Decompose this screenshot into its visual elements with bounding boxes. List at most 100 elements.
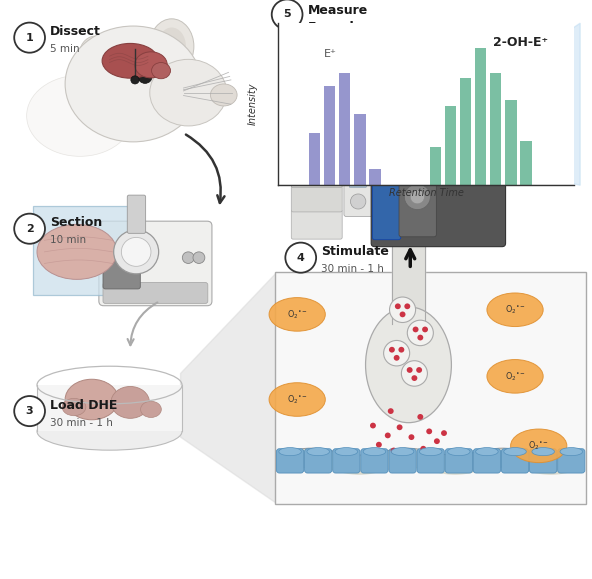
Circle shape [114, 230, 159, 274]
Bar [354, 114, 365, 185]
Text: 4: 4 [297, 252, 305, 263]
Polygon shape [398, 23, 580, 185]
Ellipse shape [510, 429, 567, 463]
Circle shape [388, 408, 394, 414]
Bar [430, 147, 441, 185]
FancyBboxPatch shape [127, 195, 146, 233]
Text: 2: 2 [25, 223, 34, 234]
Bar [475, 48, 487, 185]
FancyBboxPatch shape [33, 206, 136, 295]
Ellipse shape [391, 448, 414, 456]
Ellipse shape [135, 52, 168, 78]
Circle shape [390, 297, 416, 323]
Circle shape [350, 194, 366, 209]
Ellipse shape [335, 448, 358, 456]
FancyBboxPatch shape [417, 449, 445, 473]
FancyBboxPatch shape [291, 161, 342, 188]
Polygon shape [37, 385, 182, 431]
Circle shape [426, 428, 432, 434]
FancyBboxPatch shape [103, 261, 140, 289]
FancyBboxPatch shape [305, 449, 332, 473]
Ellipse shape [419, 448, 442, 456]
Ellipse shape [487, 360, 543, 393]
Circle shape [416, 367, 422, 373]
Circle shape [395, 303, 401, 309]
Ellipse shape [111, 387, 150, 418]
Ellipse shape [141, 401, 162, 417]
FancyBboxPatch shape [275, 272, 586, 504]
Ellipse shape [363, 448, 386, 456]
Ellipse shape [65, 26, 201, 142]
Circle shape [410, 190, 424, 204]
Circle shape [14, 214, 45, 244]
Bar [339, 72, 350, 185]
Ellipse shape [365, 307, 451, 423]
FancyBboxPatch shape [103, 283, 208, 303]
FancyBboxPatch shape [291, 93, 342, 117]
Text: 5: 5 [284, 9, 291, 20]
FancyBboxPatch shape [399, 154, 436, 237]
Circle shape [407, 320, 433, 346]
FancyBboxPatch shape [558, 449, 585, 473]
Text: 10 min: 10 min [50, 235, 86, 245]
Circle shape [417, 414, 423, 420]
FancyBboxPatch shape [530, 449, 556, 473]
Text: O$_2$$^{\bullet-}$: O$_2$$^{\bullet-}$ [287, 393, 308, 406]
FancyBboxPatch shape [291, 185, 342, 212]
Ellipse shape [532, 448, 555, 456]
Bar [445, 105, 456, 185]
Bar [520, 141, 532, 185]
FancyBboxPatch shape [501, 449, 529, 473]
Text: 2-OH-E⁺: 2-OH-E⁺ [308, 39, 363, 52]
FancyBboxPatch shape [99, 221, 212, 306]
Bar [369, 169, 381, 185]
Circle shape [411, 375, 417, 381]
FancyBboxPatch shape [291, 115, 342, 140]
Text: 1: 1 [25, 32, 34, 43]
FancyBboxPatch shape [371, 144, 506, 247]
Ellipse shape [504, 448, 526, 456]
Text: O$_2$$^{\bullet-}$: O$_2$$^{\bullet-}$ [287, 308, 308, 321]
Ellipse shape [448, 448, 470, 456]
FancyBboxPatch shape [291, 138, 342, 163]
Polygon shape [181, 272, 277, 504]
Ellipse shape [307, 448, 330, 456]
Circle shape [408, 434, 414, 440]
Circle shape [121, 237, 151, 266]
Y-axis label: Intensity: Intensity [247, 83, 258, 126]
Circle shape [434, 438, 440, 444]
Text: Measure: Measure [308, 4, 368, 17]
FancyBboxPatch shape [297, 69, 307, 94]
Ellipse shape [560, 448, 583, 456]
Circle shape [370, 423, 376, 428]
FancyBboxPatch shape [308, 69, 319, 94]
Ellipse shape [476, 448, 498, 456]
Ellipse shape [78, 36, 111, 79]
Circle shape [131, 76, 139, 84]
Circle shape [193, 252, 205, 263]
Bar [460, 78, 471, 185]
Circle shape [385, 433, 391, 438]
Circle shape [422, 327, 428, 332]
Ellipse shape [37, 412, 182, 450]
Text: 30 min - 1 h: 30 min - 1 h [321, 264, 384, 274]
X-axis label: Retention Time: Retention Time [389, 188, 464, 198]
Circle shape [394, 355, 400, 361]
Ellipse shape [269, 383, 326, 416]
Circle shape [413, 327, 419, 332]
Circle shape [145, 72, 150, 76]
Circle shape [404, 184, 430, 210]
Circle shape [404, 303, 410, 309]
Text: 3: 3 [26, 406, 33, 416]
Circle shape [398, 347, 404, 353]
Circle shape [14, 23, 45, 53]
FancyBboxPatch shape [474, 449, 501, 473]
FancyArrowPatch shape [186, 134, 224, 203]
Circle shape [407, 367, 413, 373]
Ellipse shape [157, 27, 186, 65]
Ellipse shape [37, 224, 117, 280]
Ellipse shape [269, 298, 326, 331]
Circle shape [14, 396, 45, 426]
FancyBboxPatch shape [372, 151, 401, 240]
Ellipse shape [149, 19, 194, 74]
